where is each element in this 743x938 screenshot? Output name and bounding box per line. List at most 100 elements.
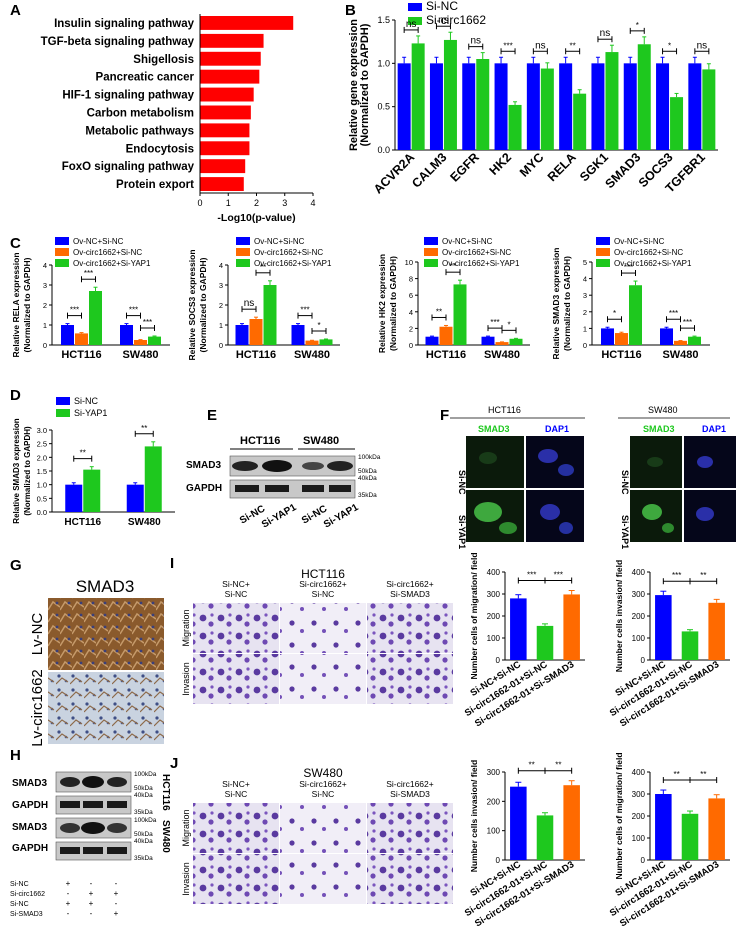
ytick-C3-2: 4 [409, 308, 413, 317]
bar-B-6-1 [605, 52, 619, 150]
blot-h-label-4: GAPDH [12, 843, 48, 854]
blot-e-ladder-40: 40kDa [358, 475, 377, 482]
ihc-lvnc-image [48, 598, 164, 670]
ylabel-I2: Number cells invasion/ field [614, 560, 624, 672]
bar-C3-1-2 [509, 338, 523, 345]
sig-b-8: * [668, 41, 671, 50]
sig-b-5: ** [570, 41, 576, 50]
legend-C4-1: Ov-circ1662+Si-NC [614, 248, 683, 257]
bar-I2-2 [708, 602, 725, 660]
ytick-D-2: 1.0 [37, 481, 47, 490]
ylabel-D-0: Relative SMAD3 expression [12, 418, 21, 523]
xcat-B-1: CALM3 [409, 150, 449, 190]
if-cell-sw480: SW480 [648, 405, 678, 415]
panel-h-western-blot: SMAD3 GAPDH SMAD3 GAPDH 100kDa 50kDa 40k… [10, 771, 171, 918]
ytick-B-1: 0.5 [377, 102, 390, 112]
label-a-7: Endocytosis [126, 143, 194, 155]
ylabel-C1-0: Relative RELA expression [11, 252, 21, 357]
panel-letter-j: J [170, 755, 178, 772]
legend-C4-2: Ov-circ1662+Si-YAP1 [614, 259, 692, 268]
ytick-C3-3: 6 [409, 291, 413, 300]
blot-e-label-gapdh: GAPDH [186, 483, 222, 494]
ytick-I2-2: 200 [632, 612, 646, 621]
xcat-C4-1: SW480 [662, 349, 698, 361]
label-a-1: TGF-beta signaling pathway [41, 36, 195, 48]
bar-C1-1-0 [120, 325, 133, 345]
panel-letter-c: C [10, 235, 21, 252]
if-hct-smad3-header: SMAD3 [478, 424, 510, 434]
ytick-J2-3: 300 [632, 790, 646, 799]
sig-b-9: ns [697, 40, 708, 51]
ytick-D-4: 2.0 [37, 453, 47, 462]
sig-b-1: ns [438, 15, 449, 26]
panel-j-transwell: SW480 Si-NC+Si-NCSi-circ1662+Si-NCSi-cir… [181, 766, 453, 904]
blot-h-ladder-40a: 40kDa [134, 792, 153, 799]
legend-C4-0: Ov-NC+Si-NC [614, 237, 665, 246]
sig-C3-3: * [507, 320, 510, 329]
sig-b-0: ns [406, 19, 417, 30]
ihc-title-smad3: SMAD3 [76, 577, 135, 596]
bar-D-1-1 [144, 446, 162, 512]
if-sw-row-siyap1: Si-YAP1 [620, 515, 630, 549]
bar-C3-1-0 [481, 336, 495, 345]
bar-B-2-1 [476, 59, 490, 150]
chart-d-smad3: 0.0 0.5 1.0 1.5 2.0 2.5 3.0 HCT116 SW480 Relative… [12, 396, 175, 528]
bar-a-6 [200, 123, 250, 138]
bar-a-0 [200, 16, 294, 30]
tw-panel_J-img-0-1 [280, 803, 366, 853]
xcat-B-3: HK2 [487, 150, 515, 178]
xcat-C1-1: SW480 [122, 349, 158, 361]
blot-h-ladder-100b: 100kDa [134, 817, 157, 824]
ytick-C2-4: 4 [219, 261, 223, 270]
tw-panel_J-col-1-1: Si-NC [312, 789, 335, 799]
blot-h-cond-mark-0-2: - [115, 879, 118, 888]
bar-B-7-1 [637, 44, 651, 151]
blot-h-cond-mark-2-0: + [66, 899, 71, 908]
panel-letter-e: E [207, 407, 217, 424]
legend-B-1: Si-circ1662 [426, 13, 486, 27]
tick-a-3: 3 [282, 198, 287, 208]
bar-C2-0-1 [249, 319, 263, 345]
tw-panel_I-img-0-0 [193, 603, 279, 653]
panel-letter-g: G [10, 557, 22, 574]
ylabel-I1: Number cells of migration/ field [469, 552, 479, 679]
ytick-C1-1: 1 [43, 321, 47, 330]
panel-letter-i: I [170, 555, 174, 572]
blot-h-ladder-35b: 35kDa [134, 855, 153, 862]
ytick-I1-0: 0 [496, 656, 501, 665]
if-sw-row-sinc: Si-NC [620, 470, 630, 495]
blot-e-ladder-35: 35kDa [358, 492, 377, 499]
blot-h-cond-mark-1-2: + [114, 889, 119, 898]
ytick-C4-5: 5 [583, 258, 587, 267]
blot-h-cond-mark-0-1: - [90, 879, 93, 888]
xcat-D-1: SW480 [128, 517, 161, 528]
sig-J1-0: ** [529, 761, 535, 770]
ytick-J2-1: 100 [632, 834, 646, 843]
tw-panel_J-col-0-0: Si-NC+ [222, 779, 250, 789]
sig-C2-0: ns [244, 298, 255, 309]
sig-C2-1: ** [260, 263, 266, 272]
panel-letter-d: D [10, 387, 21, 404]
tw-panel_I-img-1-2 [367, 654, 453, 704]
if-hct-sinc-smad3 [466, 436, 524, 488]
xcat-D-0: HCT116 [64, 517, 101, 528]
legend-swatch-D-1 [56, 409, 70, 417]
blot-h-cond-mark-2-2: - [115, 899, 118, 908]
blot-h-ladder-50b: 50kDa [134, 831, 153, 838]
sig-I2-0: *** [672, 571, 681, 580]
ytick-D-6: 3.0 [37, 426, 47, 435]
ytick-C4-2: 2 [583, 308, 587, 317]
sig-I1-1: *** [554, 571, 563, 580]
tw-panel_J-img-1-1 [280, 854, 366, 904]
ytick-J2-0: 0 [641, 856, 646, 865]
blot-h-label-2: GAPDH [12, 800, 48, 811]
panel-i-transwell: HCT116 Si-NC+Si-NCSi-circ1662+Si-NCSi-ci… [181, 567, 453, 704]
panel-letter-f: F [440, 407, 449, 424]
blot-h-cond-mark-3-1: - [90, 909, 93, 918]
xcat-B-2: EGFR [447, 150, 481, 184]
label-a-8: FoxO signaling pathway [62, 161, 195, 173]
sig-C1-3: *** [143, 318, 152, 327]
blot-h-cond-label-1: Si-circ1662 [10, 891, 45, 898]
ylabel-B-1: (Normalized to GAPDH) [359, 23, 371, 146]
